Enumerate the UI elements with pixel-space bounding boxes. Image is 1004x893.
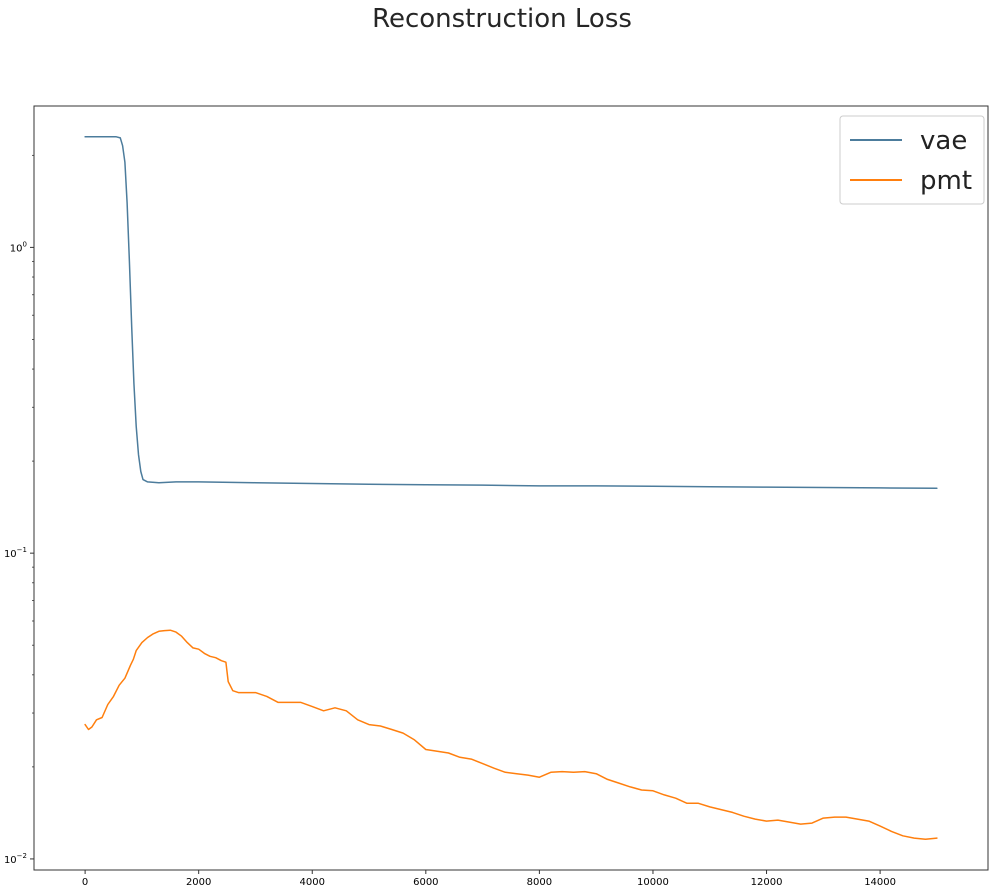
y-tick-label: 100 bbox=[10, 240, 27, 254]
x-tick-label: 6000 bbox=[413, 877, 438, 888]
x-tick-label: 10000 bbox=[637, 877, 669, 888]
y-tick-exponent: −2 bbox=[17, 852, 27, 860]
x-tick-label: 4000 bbox=[300, 877, 325, 888]
y-tick-label: 10−2 bbox=[4, 852, 27, 866]
series-line-vae bbox=[84, 136, 938, 490]
x-tick-label: 8000 bbox=[527, 877, 552, 888]
x-tick-label: 0 bbox=[82, 877, 88, 888]
y-tick-base: 10 bbox=[4, 549, 17, 560]
x-tick-label: 2000 bbox=[186, 877, 211, 888]
x-tick-label: 14000 bbox=[864, 877, 896, 888]
y-tick-base: 10 bbox=[4, 855, 17, 866]
x-axis: 0 2000 4000 6000 8000 10000 12000 14000 bbox=[82, 870, 896, 888]
legend-box bbox=[839, 115, 985, 205]
legend: vae pmt bbox=[839, 115, 985, 205]
y-tick-base: 10 bbox=[10, 243, 23, 254]
y-tick-exponent: 0 bbox=[23, 240, 27, 248]
legend-label-vae: vae bbox=[920, 126, 967, 156]
x-tick-label: 12000 bbox=[751, 877, 783, 888]
y-tick-label: 10−1 bbox=[4, 546, 27, 560]
series-line-pmt bbox=[84, 629, 938, 840]
series-lines bbox=[84, 136, 938, 840]
legend-label-pmt: pmt bbox=[920, 166, 972, 196]
y-tick-exponent: −1 bbox=[17, 546, 27, 554]
plot-area-frame bbox=[33, 105, 989, 871]
chart-title: Reconstruction Loss bbox=[372, 4, 632, 34]
